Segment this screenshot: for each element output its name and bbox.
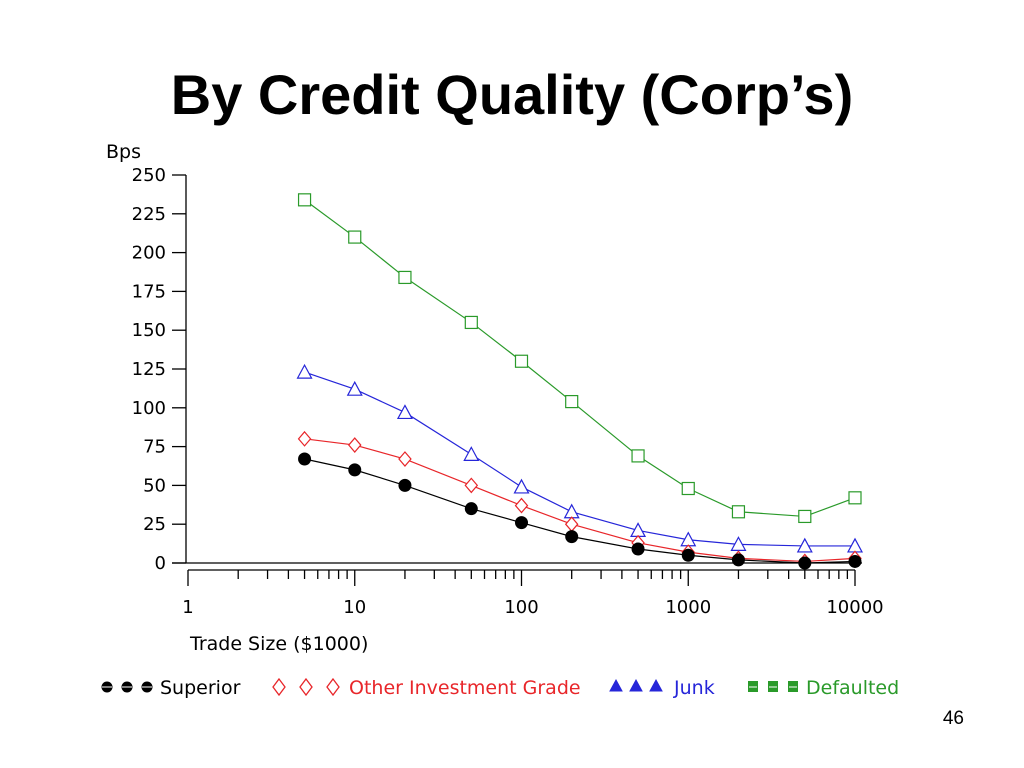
data-point-junk bbox=[513, 478, 530, 494]
data-point-other-investment-grade bbox=[347, 437, 362, 453]
data-point-superior bbox=[798, 556, 812, 570]
data-point-other-investment-grade bbox=[464, 477, 479, 494]
data-point-junk bbox=[630, 522, 647, 538]
series-layer bbox=[296, 193, 864, 570]
y-tick-label: 100 bbox=[132, 398, 166, 419]
y-axis-title: Bps bbox=[106, 141, 141, 163]
x-tick-label: 1000 bbox=[665, 597, 711, 618]
data-point-superior bbox=[565, 530, 579, 544]
data-point-defaulted bbox=[631, 449, 645, 463]
data-point-other-investment-grade bbox=[564, 516, 579, 533]
data-point-junk bbox=[796, 537, 813, 553]
data-point-defaulted bbox=[348, 230, 362, 244]
legend-marker bbox=[649, 678, 663, 692]
data-point-other-investment-grade bbox=[297, 430, 312, 447]
y-tick-label: 0 bbox=[155, 553, 166, 574]
data-point-junk bbox=[730, 536, 747, 551]
data-point-superior bbox=[348, 463, 362, 477]
data-point-defaulted bbox=[514, 354, 529, 368]
y-tick-label: 75 bbox=[143, 437, 166, 458]
data-point-junk bbox=[463, 446, 480, 461]
legend-label: Defaulted bbox=[806, 677, 899, 699]
legend-marker bbox=[299, 677, 313, 697]
series-superior bbox=[298, 452, 862, 570]
data-point-defaulted bbox=[681, 481, 695, 496]
data-point-other-investment-grade bbox=[514, 497, 529, 514]
legend-item-defaulted: Defaulted bbox=[748, 677, 899, 699]
legend: Superior Other Investment Grade Junk Defaul… bbox=[101, 677, 899, 699]
slide-title: By Credit Quality (Corp’s) bbox=[170, 63, 854, 126]
data-point-defaulted bbox=[464, 315, 478, 330]
x-tick-label: 10 bbox=[343, 597, 366, 618]
data-point-superior bbox=[631, 542, 645, 556]
y-tick-label: 25 bbox=[143, 514, 166, 535]
data-point-junk bbox=[346, 380, 363, 396]
page-number: 46 bbox=[942, 708, 964, 729]
data-point-defaulted bbox=[848, 491, 862, 505]
series-other-investment-grade bbox=[297, 430, 862, 570]
legend-item-junk: Junk bbox=[609, 677, 715, 699]
legend-marker bbox=[609, 678, 623, 692]
series-defaulted bbox=[297, 193, 862, 524]
data-point-junk bbox=[563, 503, 580, 519]
series-line-other-investment-grade bbox=[304, 438, 856, 563]
legend-item-superior: Superior bbox=[101, 677, 241, 699]
y-tick-label: 150 bbox=[132, 320, 166, 341]
series-line-defaulted bbox=[304, 199, 856, 518]
data-point-other-investment-grade bbox=[398, 451, 412, 467]
data-point-defaulted bbox=[731, 505, 746, 519]
series-line-junk bbox=[304, 371, 855, 547]
data-point-defaulted bbox=[565, 394, 579, 409]
y-tick-label: 225 bbox=[132, 204, 166, 225]
x-axis-title: Trade Size ($1000) bbox=[189, 633, 368, 655]
data-point-superior bbox=[515, 516, 528, 530]
legend-label: Other Investment Grade bbox=[349, 677, 581, 699]
x-tick-label: 10000 bbox=[826, 597, 883, 618]
data-point-superior bbox=[731, 553, 745, 567]
y-tick-label: 200 bbox=[132, 243, 166, 264]
data-point-defaulted bbox=[398, 270, 412, 285]
legend-label: Superior bbox=[160, 677, 241, 699]
data-point-superior bbox=[848, 554, 862, 568]
legend-marker bbox=[272, 677, 286, 697]
data-point-defaulted bbox=[798, 509, 812, 524]
legend-marker bbox=[326, 677, 340, 697]
data-point-junk bbox=[296, 363, 313, 379]
y-tick-label: 50 bbox=[143, 475, 166, 496]
data-point-superior bbox=[464, 502, 478, 516]
series-line-superior bbox=[304, 458, 856, 564]
y-tick-label: 125 bbox=[132, 359, 166, 380]
data-point-defaulted bbox=[297, 193, 312, 207]
legend-label: Junk bbox=[673, 677, 715, 699]
series-junk bbox=[296, 363, 864, 553]
data-point-superior bbox=[298, 452, 312, 466]
data-point-superior bbox=[398, 478, 412, 492]
y-tick-label: 175 bbox=[132, 281, 166, 302]
x-tick-label: 100 bbox=[504, 597, 538, 618]
y-tick-label: 250 bbox=[132, 165, 166, 186]
data-point-junk bbox=[396, 404, 413, 420]
legend-item-other-investment-grade: Other Investment Grade bbox=[272, 677, 581, 699]
data-point-superior bbox=[681, 548, 695, 562]
legend-marker bbox=[629, 678, 643, 692]
x-tick-label: 1 bbox=[182, 597, 193, 618]
